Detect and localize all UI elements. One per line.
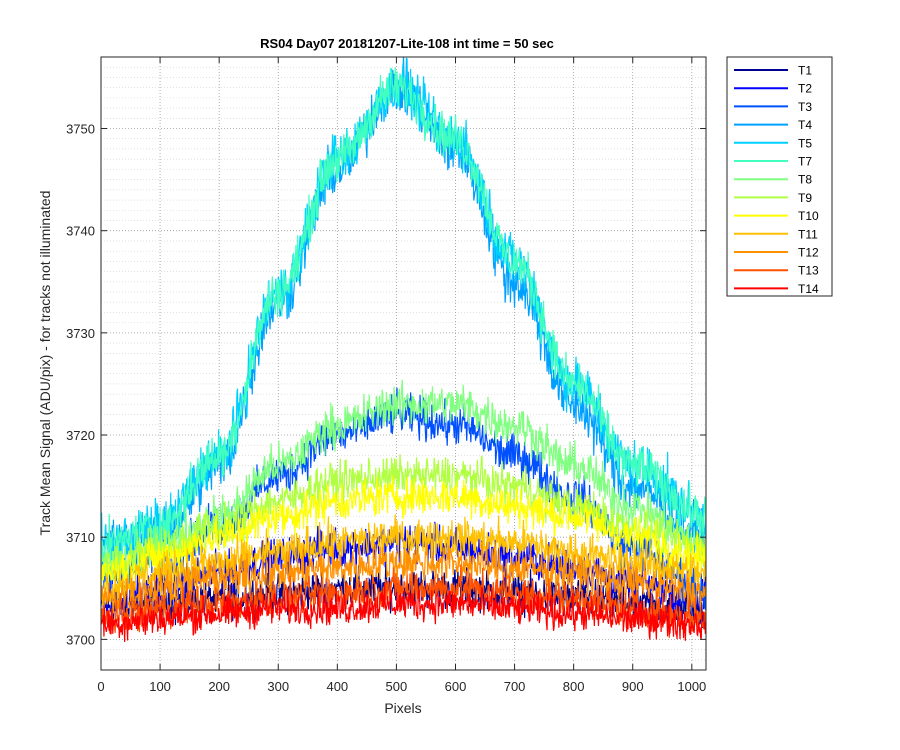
x-tick-label: 700 (504, 679, 526, 694)
x-axis-label: Pixels (384, 700, 421, 716)
plot-frame (100, 56, 707, 671)
series-line-t14 (101, 582, 706, 643)
legend-label-t3: T3 (798, 100, 812, 114)
legend-label-t8: T8 (798, 173, 812, 187)
legend-label-t9: T9 (798, 191, 812, 205)
legend-label-t5: T5 (798, 136, 812, 150)
x-tick-label: 300 (267, 679, 289, 694)
legend-label-t11: T11 (798, 227, 818, 241)
chart-title: RS04 Day07 20181207-Lite-108 int time = … (260, 36, 554, 51)
y-tick-label: 3700 (66, 632, 95, 647)
y-tick-label: 3710 (66, 530, 95, 545)
legend-label-t14: T14 (798, 282, 819, 296)
legend-label-t7: T7 (798, 155, 812, 169)
legend-label-t13: T13 (798, 264, 819, 278)
legend-label-t2: T2 (798, 82, 812, 96)
legend-label-t1: T1 (798, 64, 812, 78)
x-tick-label: 100 (149, 679, 171, 694)
y-axis-label: Track Mean Signal (ADU/pix) - for tracks… (37, 191, 53, 536)
plot-area: 0 100 200 300 400 500 600 700 800 900 1000 3700 3710… (66, 56, 707, 694)
legend-label-t12: T12 (798, 246, 819, 260)
y-tick-label: 3750 (66, 122, 95, 137)
x-tick-label: 1000 (677, 679, 706, 694)
x-tick-label: 800 (563, 679, 585, 694)
x-tick-label: 200 (208, 679, 230, 694)
y-tick-label: 3720 (66, 428, 95, 443)
legend: T1 T2 T3 T4 T5 T7 T8 T9 T10 T11 T12 T13 T14 (726, 56, 833, 297)
x-tick-label: 0 (97, 679, 104, 694)
legend-items: T1 T2 T3 T4 T5 T7 T8 T9 T10 T11 T12 T13 T14 (734, 64, 819, 296)
legend-label-t10: T10 (798, 209, 819, 223)
legend-box (726, 56, 833, 297)
series-line-t12 (101, 542, 706, 615)
x-tick-label: 500 (386, 679, 408, 694)
series-layer (101, 57, 706, 643)
series-line-t8 (101, 379, 706, 586)
series-line-t11 (101, 514, 706, 609)
x-tick-label: 600 (445, 679, 467, 694)
x-tick-label: 900 (622, 679, 644, 694)
series-line-t10 (101, 475, 706, 594)
x-tick-label: 400 (326, 679, 348, 694)
y-tick-label: 3730 (66, 326, 95, 341)
y-tick-label: 3740 (66, 224, 95, 239)
legend-label-t4: T4 (798, 118, 812, 132)
series-line-t13 (101, 564, 706, 638)
series-line-t7 (101, 67, 706, 575)
ticks: 0 100 200 300 400 500 600 700 800 900 1000 3700 3710… (66, 57, 706, 694)
